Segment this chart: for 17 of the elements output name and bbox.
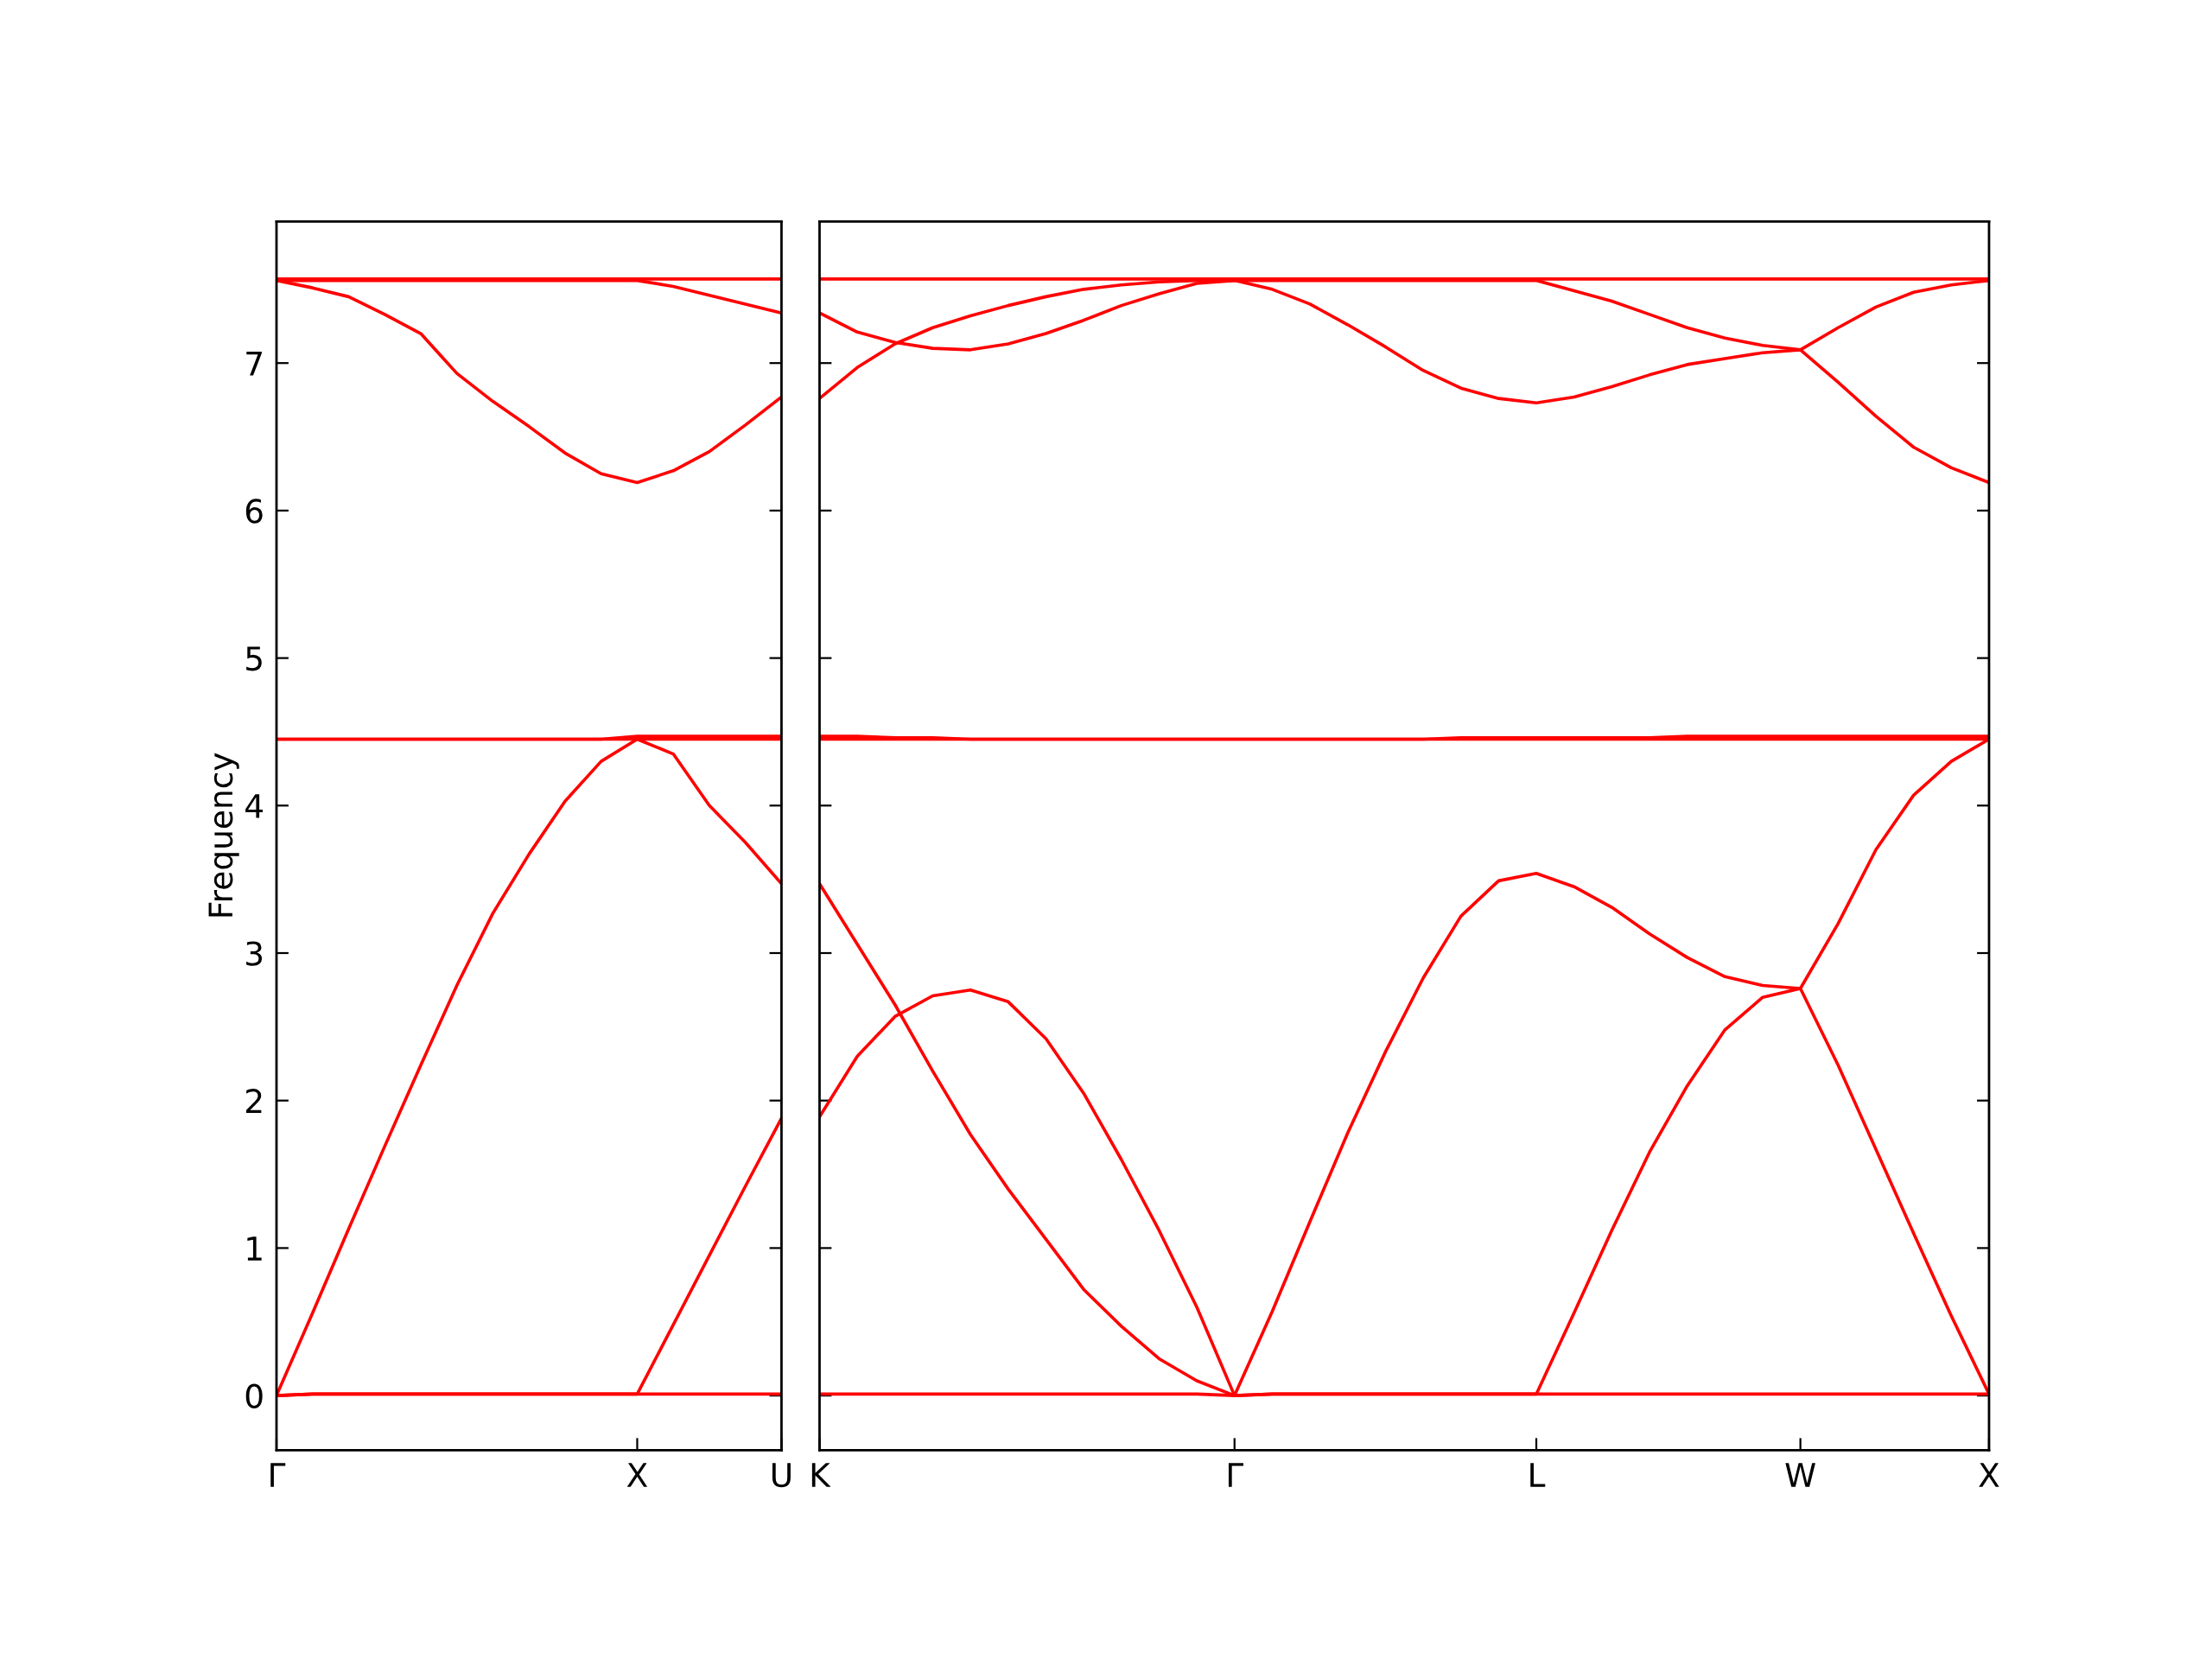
x-tick-label: K — [811, 1463, 831, 1487]
x-tick-label: Γ — [270, 1463, 286, 1487]
y-tick-label: 6 — [245, 499, 263, 524]
y-tick-label: 1 — [247, 1236, 262, 1261]
y-tick-label: 4 — [245, 794, 264, 818]
x-tick-label: L — [1530, 1463, 1546, 1487]
y-tick-label: 7 — [246, 352, 262, 376]
x-tick-label: X — [1979, 1463, 1999, 1487]
x-tick-label: W — [1785, 1463, 1815, 1487]
x-tick-label: X — [626, 1463, 648, 1487]
y-axis-title: Frequency — [208, 753, 239, 917]
y-tick-label: 2 — [246, 1089, 262, 1113]
y-tick-label: 0 — [245, 1383, 263, 1408]
x-tick-label: Γ — [1228, 1463, 1243, 1487]
x-tick-label: U — [772, 1463, 791, 1488]
y-tick-label: 5 — [246, 646, 262, 671]
y-tick-label: 3 — [246, 941, 263, 966]
